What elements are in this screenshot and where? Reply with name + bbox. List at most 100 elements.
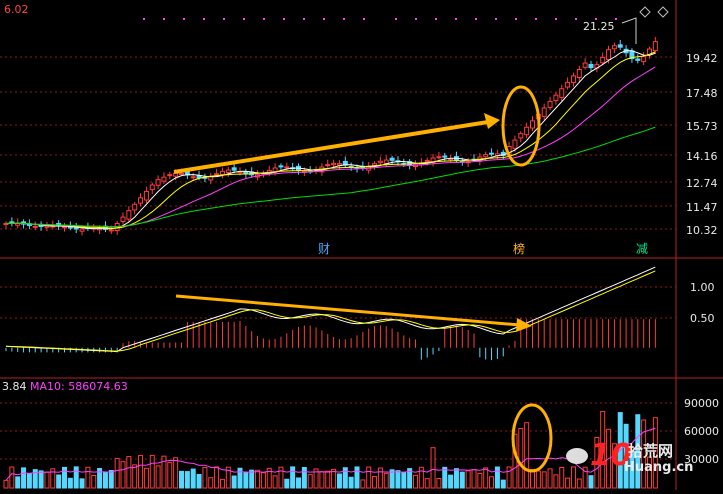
volume-bar [518,427,524,489]
breakout-circle [501,85,541,167]
volume-bar [56,474,62,489]
price-tick: 15.73 [686,120,718,133]
top-dot-marker [163,18,165,20]
volume-bar [173,457,179,489]
candle-body [483,154,489,158]
marker-cai: 财 [318,242,331,256]
diamond-icon [657,6,669,18]
wechat-icon [566,448,588,464]
volume-bar [21,467,27,489]
top-dot-marker [535,18,537,20]
volume-bar [114,457,120,489]
volume-bar [102,471,108,489]
candle-body [331,162,337,166]
volume-bar [26,473,32,489]
candle-body [190,176,196,179]
volume-bar [448,474,454,489]
peak-pointer-line [621,17,637,44]
candle-body [219,170,225,175]
candle-body [214,173,220,176]
volume-bar [336,473,342,489]
candle-body [79,228,85,232]
volume-bar [459,471,465,489]
top-dot-marker [343,18,345,20]
candle-body [565,81,571,88]
candle-body [442,155,448,158]
indicator-tick: 1.00 [690,281,715,294]
volume-value: 3.84 [2,380,27,393]
volume-bar [319,471,325,489]
volume-bar [208,477,214,489]
candle-body [424,159,430,162]
top-dot-marker [455,18,457,20]
candle-body [606,49,612,61]
volume-bar [132,464,138,489]
top-dot-marker [415,18,417,20]
top-left-value: 6.02 [4,3,29,16]
volume-bar [290,466,296,489]
indicator-line-2 [5,270,656,352]
ma10-volume-label: MA10: 586074.63 [30,380,128,393]
candle-body [126,210,132,220]
volume-bar [407,468,413,489]
volume-bar [377,467,383,489]
top-dot-marker [143,18,145,20]
top-dot-marker [243,18,245,20]
volume-bar [401,471,407,489]
candle-body [489,152,495,155]
volume-bar [395,470,401,489]
ma10-line [5,51,656,229]
volume-bar [413,474,418,489]
volume-bar [360,479,366,489]
top-dot-marker [575,18,577,20]
volume-bar [418,466,424,489]
volume-bar [331,468,337,489]
volume-bar [260,472,266,489]
volume-bar [120,461,126,489]
volume-tick: 90000 [684,397,719,410]
watermark-logo: 10 [590,438,632,473]
top-dot-marker [183,18,185,20]
volume-bar [196,473,202,489]
volume-bar [489,476,495,489]
volume-bar [582,466,588,489]
volume-bar [307,474,313,489]
volume-bar [202,467,208,489]
watermark: 10 拾荒网 Huang.cn [566,436,693,488]
volume-bar [623,423,629,489]
volume-bar [366,466,372,489]
volume-bar [641,419,647,489]
candle-body [325,164,331,167]
volume-bar [530,468,535,489]
volume-bar [483,467,489,489]
price-tick: 19.42 [686,52,718,65]
top-dot-marker [395,18,397,20]
volume-bar [184,471,190,489]
volume-bar [600,410,606,489]
candle-body [524,126,530,136]
top-dot-marker [615,18,617,20]
volume-bar [524,422,530,489]
volume-bar [635,414,641,489]
volume-bar [44,471,50,489]
price-tick: 12.74 [686,177,718,190]
candle-body [231,167,237,171]
volume-bar [436,477,442,489]
marker-jian: 减 [636,242,649,256]
volume-bar [559,466,565,489]
volume-bar [32,469,38,489]
volume-bar [576,478,582,489]
candle-body [161,176,167,182]
candle-body [120,216,126,223]
candle-body [617,44,623,48]
volume-bar [161,455,167,489]
top-dot-marker [555,18,557,20]
volume-bar [465,470,471,489]
candle-body [132,203,138,211]
marker-bang: 榜 [513,242,526,256]
volume-bar [348,476,354,489]
candle-body [62,226,67,229]
watermark-domain: Huang.cn [624,460,694,475]
